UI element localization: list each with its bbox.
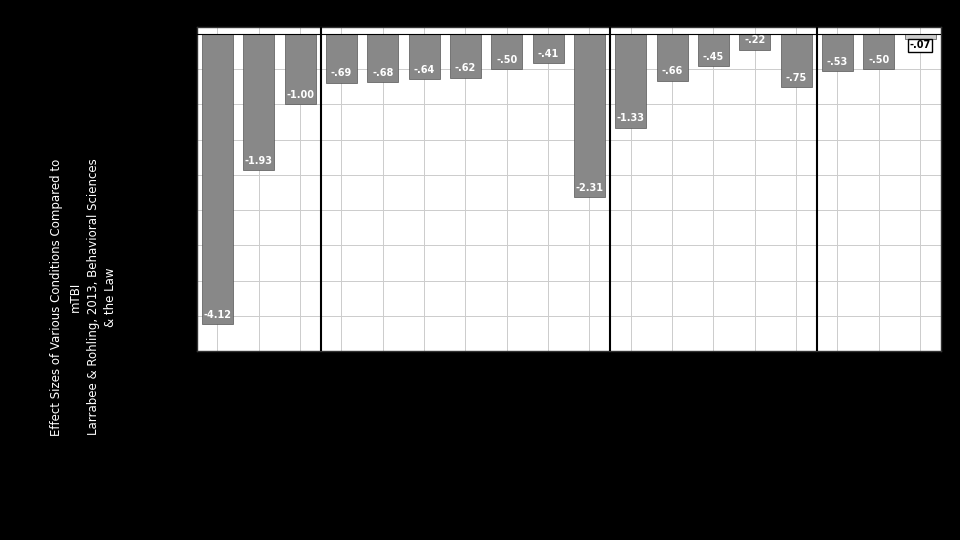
Text: -1.00: -1.00 [286,90,314,100]
Bar [739,34,770,50]
Bar [657,34,687,80]
Bar [368,34,398,82]
Text: Trauma Controls: Trauma Controls [869,354,878,433]
Text: -.64: -.64 [414,65,435,75]
Text: Personality Dx: Personality Dx [455,354,466,424]
Bar [326,34,357,83]
Text: -.75: -.75 [785,73,806,83]
Text: -1.93: -1.93 [245,156,273,166]
Text: LOC > 28 days: LOC > 28 days [580,354,589,426]
Text: -2.31: -2.31 [575,183,604,193]
Text: Various Conditions Associated with Deficits in Cognition: Various Conditions Associated with Defic… [395,505,743,518]
Text: -.07: -.07 [909,40,931,50]
Text: Affective Disorder: Affective Disorder [414,354,424,441]
Text: LOC = 1-6 days: LOC = 1-6 days [704,354,713,429]
Bar [780,34,811,87]
Text: LOC = 14-28 days: LOC = 14-28 days [621,354,631,442]
Text: Alzheimer's disease: Alzheimer's disease [249,354,259,450]
Text: Substance Abuse: Substance Abuse [331,354,342,438]
Bar [863,34,895,69]
Text: MR-Moderate: MR-Moderate [207,354,218,418]
Text: LOC = 7-13 days: LOC = 7-13 days [662,354,672,436]
Bar [492,34,522,69]
Bar [243,34,275,170]
Text: -.41: -.41 [538,49,559,59]
Bar [698,34,729,66]
Text: -.53: -.53 [827,57,848,67]
Text: -.22: -.22 [744,35,765,45]
Bar [533,34,564,63]
Text: Effect Sizes of Various Conditions Compared to
mTBI
Larrabee & Rohling, 2013, Be: Effect Sizes of Various Conditions Compa… [51,158,117,436]
Bar [450,34,481,78]
Text: -.66: -.66 [661,66,683,76]
Bar [284,34,316,104]
Bar [904,34,936,39]
Text: -.50: -.50 [496,55,517,65]
Text: -1.33: -1.33 [616,113,645,124]
Text: -4.12: -4.12 [204,310,231,320]
Text: -.50: -.50 [868,55,889,65]
Text: -.62: -.62 [455,64,476,73]
Text: -.45: -.45 [703,51,724,62]
Bar [409,34,440,79]
Text: PTSD: PTSD [372,354,383,379]
Text: -.69: -.69 [331,69,352,78]
Bar [574,34,605,197]
Bar [202,34,233,324]
Text: Pre-mTBI NART: Pre-mTBI NART [828,354,837,427]
Text: LOC = 1-24 hrs: LOC = 1-24 hrs [745,354,755,428]
Y-axis label: Effect Sizes: Effect Sizes [147,153,159,225]
Text: mTBI Rohling et al: mTBI Rohling et al [910,354,920,443]
Text: Dx Threat: Dx Threat [497,354,507,402]
Text: -.68: -.68 [372,68,394,78]
Bar [615,34,646,128]
Bar [822,34,853,71]
Text: Schizophrenia: Schizophrenia [290,354,300,422]
Text: Neurosis: Neurosis [539,354,548,396]
Text: Pre-mTBI WTAR: Pre-mTBI WTAR [786,354,796,429]
